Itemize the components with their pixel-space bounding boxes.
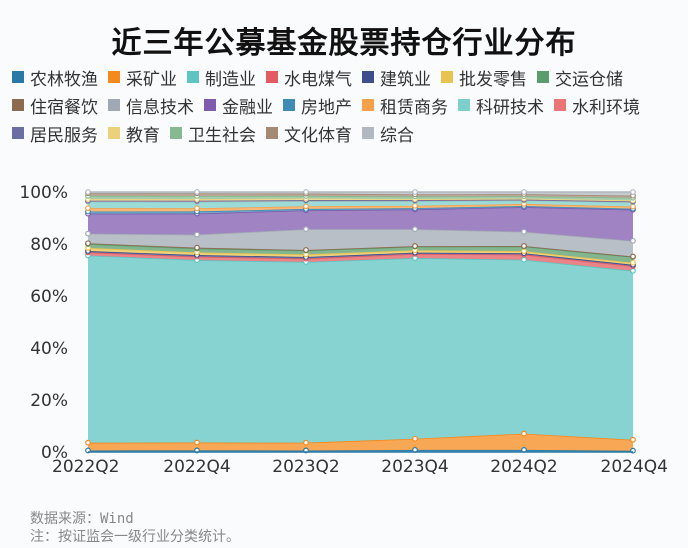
legend-swatch-icon <box>108 99 120 111</box>
area-房地产[interactable] <box>88 206 633 214</box>
legend-item[interactable]: 租赁商务 <box>362 94 448 118</box>
x-tick-label: 2023Q2 <box>272 457 339 475</box>
x-tick-label: 2022Q4 <box>163 457 230 475</box>
legend-swatch-icon <box>362 127 374 139</box>
legend-swatch-icon <box>362 71 374 83</box>
legend-label: 批发零售 <box>459 69 527 90</box>
area-批发零售[interactable] <box>88 247 633 265</box>
data-point-markers <box>85 189 636 454</box>
legend-item[interactable]: 信息技术 <box>108 94 194 118</box>
legend-item[interactable]: 卫生社会 <box>170 122 256 146</box>
legend-item[interactable]: 房地产 <box>283 94 352 118</box>
legend-swatch-icon <box>108 71 120 83</box>
legend-label: 租赁商务 <box>380 97 448 118</box>
legend-label: 房地产 <box>301 97 352 118</box>
y-tick-label: 60% <box>30 287 68 307</box>
y-axis: 100% 80% 60% 40% 20% 0% <box>19 183 68 463</box>
legend-item[interactable]: 文化体育 <box>266 122 352 146</box>
legend-item[interactable]: 水电煤气 <box>266 66 352 90</box>
x-tick-label: 2023Q4 <box>381 457 448 475</box>
stacked-area-chart: Wind 100%80%60%40%20%0% 2022Q22022Q42023… <box>19 183 668 475</box>
legend-swatch-icon <box>441 71 453 83</box>
legend-label: 农林牧渔 <box>30 69 98 90</box>
y-tick-label: 40% <box>30 339 68 359</box>
legend-label: 科研技术 <box>476 97 544 118</box>
legend-label: 信息技术 <box>126 97 194 118</box>
classification-note: 注：按证监会一级行业分类统计。 <box>30 529 240 545</box>
legend-label: 水电煤气 <box>284 69 352 90</box>
legend-label: 水利环境 <box>572 97 640 118</box>
area-水电煤气[interactable] <box>88 252 633 271</box>
legend-swatch-icon <box>537 71 549 83</box>
legend-label: 制造业 <box>205 69 256 90</box>
y-tick-label: 80% <box>30 235 68 255</box>
legend-swatch-icon <box>283 99 295 111</box>
legend-swatch-icon <box>170 127 182 139</box>
legend-label: 综合 <box>380 125 414 146</box>
legend-item[interactable]: 综合 <box>362 122 414 146</box>
legend-swatch-icon <box>266 71 278 83</box>
legend-label: 建筑业 <box>380 69 431 90</box>
x-axis: 2022Q2 2022Q4 2023Q2 2023Q4 2024Q2 2024Q4 <box>52 457 668 475</box>
legend-swatch-icon <box>362 99 374 111</box>
legend-item[interactable]: 农林牧渔 <box>12 66 98 90</box>
legend-item[interactable]: 采矿业 <box>108 66 177 90</box>
legend-item[interactable]: 交运仓储 <box>537 66 623 90</box>
x-tick-label: 2022Q2 <box>52 457 119 475</box>
legend-swatch-icon <box>12 127 24 139</box>
legend-label: 教育 <box>126 125 160 146</box>
legend-item[interactable]: 建筑业 <box>362 66 431 90</box>
legend-swatch-icon <box>554 99 566 111</box>
legend-item[interactable]: 金融业 <box>204 94 273 118</box>
legend-item[interactable]: 居民服务 <box>12 122 98 146</box>
legend-label: 金融业 <box>222 97 273 118</box>
legend-item[interactable]: 教育 <box>108 122 160 146</box>
data-source-note: 数据来源：Wind <box>30 511 134 527</box>
legend-swatch-icon <box>266 127 278 139</box>
x-tick-label: 2024Q4 <box>601 457 668 475</box>
legend-label: 卫生社会 <box>188 125 256 146</box>
y-tick-label: 100% <box>19 183 68 203</box>
area-综合[interactable] <box>88 192 633 196</box>
area-layers <box>87 191 634 452</box>
legend-label: 采矿业 <box>126 69 177 90</box>
chart-title: 近三年公募基金股票持仓行业分布 <box>111 26 577 61</box>
legend-swatch-icon <box>12 71 24 83</box>
chart-legend: 农林牧渔 采矿业 制造业 水电煤气 建筑业 批发零售 交运仓储住宿餐饮 信息技术 金融业 房地产 租… <box>12 66 682 146</box>
legend-label: 交运仓储 <box>555 69 623 90</box>
legend-item[interactable]: 制造业 <box>187 66 256 90</box>
legend-item[interactable]: 科研技术 <box>458 94 544 118</box>
x-tick-label: 2024Q2 <box>490 457 557 475</box>
area-制造业[interactable] <box>88 255 633 443</box>
legend-item[interactable]: 批发零售 <box>441 66 527 90</box>
legend-item[interactable]: 水利环境 <box>554 94 640 118</box>
legend-label: 文化体育 <box>284 125 352 146</box>
legend-item[interactable]: 住宿餐饮 <box>12 94 98 118</box>
legend-swatch-icon <box>12 99 24 111</box>
area-金融业[interactable] <box>88 207 633 241</box>
area-交运仓储[interactable] <box>88 244 633 263</box>
legend-swatch-icon <box>108 127 120 139</box>
legend-swatch-icon <box>187 71 199 83</box>
legend-label: 居民服务 <box>30 125 98 146</box>
y-tick-label: 20% <box>30 391 68 411</box>
legend-swatch-icon <box>204 99 216 111</box>
legend-swatch-icon <box>458 99 470 111</box>
area-采矿业[interactable] <box>88 433 633 451</box>
legend-label: 住宿餐饮 <box>30 97 98 118</box>
area-租赁商务[interactable] <box>88 203 633 212</box>
area-信息技术[interactable] <box>88 229 633 257</box>
y-tick-label: 0% <box>41 443 68 463</box>
